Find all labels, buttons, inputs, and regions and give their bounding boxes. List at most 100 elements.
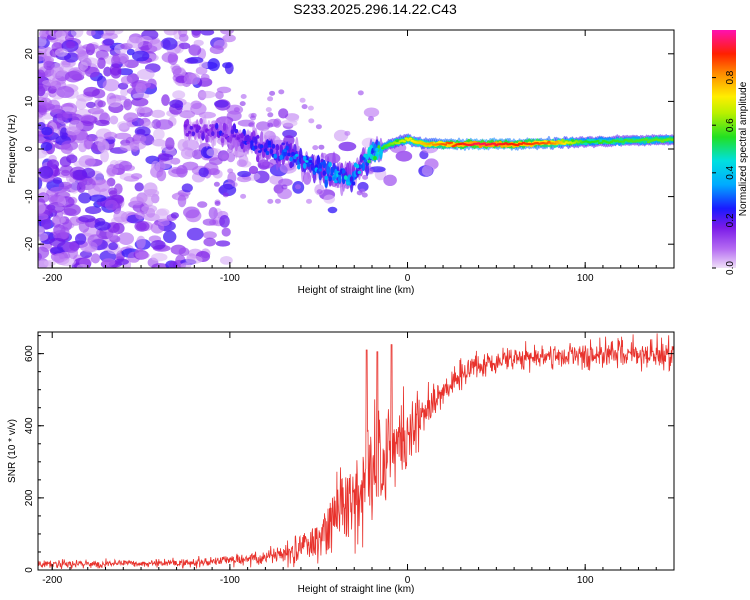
colorbar-ticks: 0.0 0.2 0.4 0.6 0.8 (712, 70, 736, 275)
spectrogram-noise-cell (226, 152, 236, 163)
spectrogram-noise-cell (179, 110, 196, 119)
spectrogram-noise-cell (82, 43, 99, 50)
spectrogram-ridge-cell (230, 129, 235, 135)
spectrogram-noise-cell (153, 128, 165, 140)
spectrogram-noise-cell (141, 204, 158, 213)
spectrogram-noise-cell (215, 240, 231, 247)
spectrogram-noise-cell (209, 45, 224, 55)
spectrogram-ridge-cell (361, 156, 366, 161)
spectrogram-noise-cell (171, 168, 188, 175)
spectrogram-noise-cell (55, 30, 66, 40)
spectrogram-noise-cell (200, 30, 215, 36)
spectrogram-noise-cell (236, 159, 247, 168)
spectrogram-ridge-cell (306, 163, 311, 167)
spectrogram-ridge-cell (273, 153, 278, 159)
snr-xtick-label: 100 (577, 575, 594, 586)
spectrogram-ridge-cell (332, 176, 336, 181)
spectrogram-ridge-cell (629, 139, 633, 142)
spectrogram-noise-cell (85, 206, 102, 215)
spectrogram-noise-cell (43, 60, 55, 71)
spectrogram-noise-cell (172, 90, 186, 100)
spectrogram-ytick-label: 20 (24, 48, 35, 60)
spectrogram-ridge-cell (302, 155, 307, 161)
spectrogram-ridge-cell (359, 164, 364, 169)
spectrogram-noise-cell (256, 121, 270, 131)
spectrogram-ridge-cell (322, 159, 327, 169)
spectrogram-ridge-cell (351, 181, 356, 186)
spectrogram-noise-cell (220, 30, 234, 35)
spectrogram-ridge-cell (250, 140, 254, 145)
spectrogram-noise-cell (327, 206, 338, 214)
spectrogram-noise-cell (51, 216, 66, 225)
spectrogram-noise-cell (102, 78, 120, 92)
spectrogram-noise-cell (185, 255, 203, 264)
spectrogram-noise-cell (68, 120, 84, 132)
spectrogram-noise-cell (216, 86, 232, 94)
spectrogram-noise-cell (250, 115, 256, 121)
spectrogram-ridge-cell (359, 154, 364, 163)
spectrogram-ridge-cell (355, 164, 360, 169)
spectrogram-noise-cell (88, 185, 101, 198)
spectrogram-noise-cell (180, 262, 192, 268)
spectrogram-noise-cell (136, 235, 146, 249)
spectrogram-noise-cell (307, 105, 314, 111)
spectrogram-noise-cell (95, 119, 110, 127)
spectrogram-ridge-cell (324, 175, 329, 180)
spectrogram-noise-cell (123, 98, 132, 111)
spectrogram-noise-cell (151, 263, 169, 268)
spectrogram-noise-cell (171, 65, 182, 75)
spectrogram-ridge-cell (267, 145, 272, 148)
spectrogram-noise-cell (186, 56, 204, 64)
colorbar-tick-label: 0.4 (725, 165, 736, 179)
spectrogram-xtick-label: 100 (577, 273, 594, 284)
spectrogram-noise-cell (54, 48, 69, 57)
spectrogram-noise-cell (94, 221, 111, 231)
spectrogram-noise-cell (151, 138, 166, 147)
spectrogram-noise-cell (106, 167, 119, 175)
spectrogram-noise-cell (170, 157, 181, 165)
spectrogram-noise-cell (214, 100, 229, 108)
spectrogram-noise-cell (214, 201, 221, 206)
spectrogram-noise-cell (308, 118, 315, 124)
spectrogram-ytick-label: 10 (24, 95, 35, 107)
spectrogram-ridge-cell (429, 141, 434, 144)
spectrogram-noise-cell (278, 108, 289, 119)
spectrogram-noise-cell (108, 242, 118, 251)
spectrogram-noise-cell (123, 112, 139, 123)
spectrogram-ridge-cell (238, 139, 242, 143)
spectrogram-noise-cell (177, 194, 187, 208)
spectrogram-noise-cell (277, 188, 292, 200)
spectrogram-ridge-cell (343, 175, 348, 180)
spectrogram-noise-cell (240, 94, 247, 99)
colorbar-label: Normalized spectral amplitude (738, 81, 749, 216)
spectrogram-noise-cell (183, 73, 193, 84)
spectrogram-noise-cell (38, 192, 50, 203)
spectrogram-noise-cell (237, 175, 252, 183)
spectrogram-ridge-cell (246, 141, 250, 145)
spectrogram-noise-cell (200, 73, 210, 82)
spectrogram-ridge-cell (375, 147, 379, 152)
spectrogram-noise-cell (151, 253, 168, 262)
spectrogram-noise-cell (49, 237, 66, 247)
spectrogram-noise-cell (357, 181, 369, 192)
spectrogram-noise-cell (315, 124, 322, 130)
spectrogram-ridge-cell (295, 153, 299, 157)
spectrogram-noise-cell (126, 48, 135, 56)
spectrogram-noise-cell (267, 198, 274, 204)
spectrogram-noise-cell (84, 66, 100, 78)
spectrogram-noise-cell (186, 227, 204, 241)
spectrogram-noise-cell (163, 230, 177, 244)
spectrogram-noise-cell (107, 98, 122, 108)
spectrogram-noise-cell (267, 122, 274, 128)
spectrogram-ridge-cell (279, 154, 284, 160)
spectrogram-noise-cell (222, 154, 228, 160)
spectrogram-noise-cell (144, 121, 155, 129)
spectrogram-ridge-cell (211, 131, 215, 137)
spectrogram-ridge-cell (334, 180, 338, 184)
spectrogram-noise-cell (83, 86, 100, 97)
spectrogram-ridge-cell (203, 124, 207, 129)
spectrogram-noise-cell (78, 192, 92, 204)
spectrogram-noise-cell (142, 194, 154, 208)
spectrogram-noise-cell (163, 30, 178, 36)
spectrogram-noise-cell (158, 153, 174, 161)
